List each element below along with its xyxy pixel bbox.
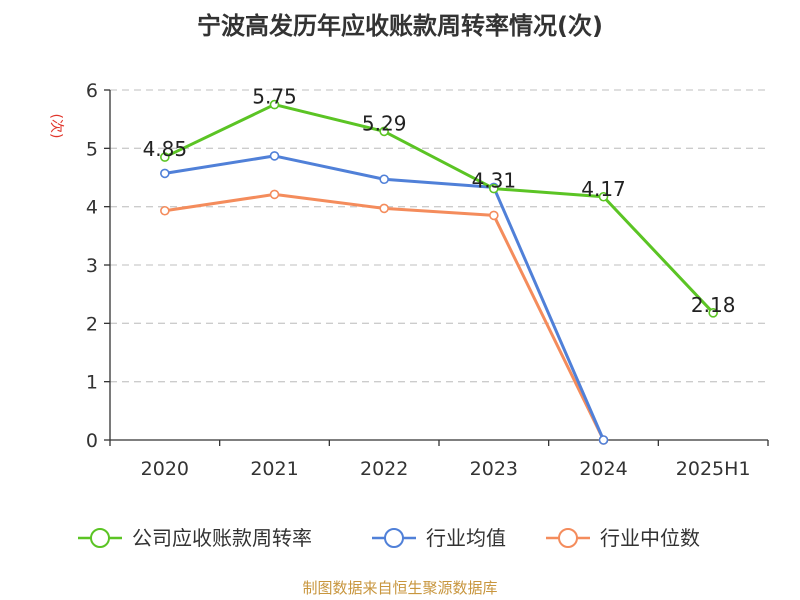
legend-item-3: 行业中位数	[546, 526, 700, 550]
series-1-point-2021	[269, 99, 280, 110]
series-2-point-2022	[379, 174, 389, 185]
x-tick-label-2020: 2020	[141, 458, 189, 480]
source-note: 制图数据来自恒生聚源数据库	[302, 579, 497, 597]
x-tick-label-2023: 2023	[470, 458, 518, 480]
series-3-point-2022	[379, 203, 389, 214]
grid-lines	[110, 89, 768, 383]
series-3-line	[164, 192, 605, 441]
legend-label-1: 公司应收账款周转率	[132, 526, 312, 550]
legend-item-2: 行业均值	[372, 526, 506, 550]
y-axis-unit: (次)	[48, 114, 64, 139]
series-3-point-2021	[269, 189, 280, 200]
series-1-point-2023	[489, 183, 499, 194]
series-2-point-2020	[160, 168, 170, 179]
y-tick-label-1: 1	[86, 372, 98, 394]
legend: 公司应收账款周转率 行业均值 行业中位数	[78, 526, 700, 550]
y-tick-label-6: 6	[86, 80, 98, 102]
series-2-point-2024	[598, 435, 609, 445]
x-tick-label-2022: 2022	[360, 458, 408, 480]
x-tick-label-2021: 2021	[250, 458, 298, 480]
series-group: 4.85 5.75 5.29 4.31 4.17 2.18	[143, 85, 736, 445]
series-1-line	[164, 103, 715, 314]
chart-title: 宁波高发历年应收账款周转率情况(次)	[197, 12, 603, 40]
data-label-2023: 4.31	[472, 169, 517, 193]
series-2	[160, 151, 609, 445]
legend-item-1: 公司应收账款周转率	[78, 526, 312, 550]
series-1-point-2025H1	[708, 308, 718, 318]
axes: 0 1 2 3 4 5 6 2020 2021 2022 2023 2024 2025H1	[86, 80, 769, 480]
data-label-2020: 4.85	[143, 137, 188, 161]
y-tick-label-0: 0	[86, 430, 98, 452]
data-label-2025H1: 2.18	[691, 293, 736, 317]
series-1-point-2024	[598, 191, 609, 202]
series-1-point-2022	[379, 126, 389, 137]
y-tick-label-5: 5	[86, 138, 98, 160]
legend-swatch-marker	[558, 528, 578, 548]
legend-label-3: 行业中位数	[600, 526, 700, 550]
data-label-2024: 4.17	[581, 177, 626, 201]
series-3	[160, 189, 609, 445]
legend-swatch-marker	[90, 528, 110, 548]
legend-label-2: 行业均值	[426, 526, 506, 550]
x-tick-label-2025H1: 2025H1	[676, 458, 751, 480]
data-label-2021: 5.75	[252, 85, 297, 109]
series-2-line	[164, 154, 605, 441]
y-tick-label-2: 2	[86, 313, 98, 335]
series-2-point-2021	[269, 151, 280, 161]
legend-swatch-marker	[384, 528, 404, 548]
y-tick-label-3: 3	[86, 255, 98, 277]
y-tick-label-4: 4	[86, 197, 98, 219]
x-tick-label-2024: 2024	[579, 458, 627, 480]
series-1	[160, 99, 718, 318]
series-1-point-2020	[160, 152, 170, 162]
series-3-point-2023	[489, 210, 499, 221]
series-3-point-2020	[160, 205, 170, 216]
data-label-2022: 5.29	[362, 111, 407, 135]
